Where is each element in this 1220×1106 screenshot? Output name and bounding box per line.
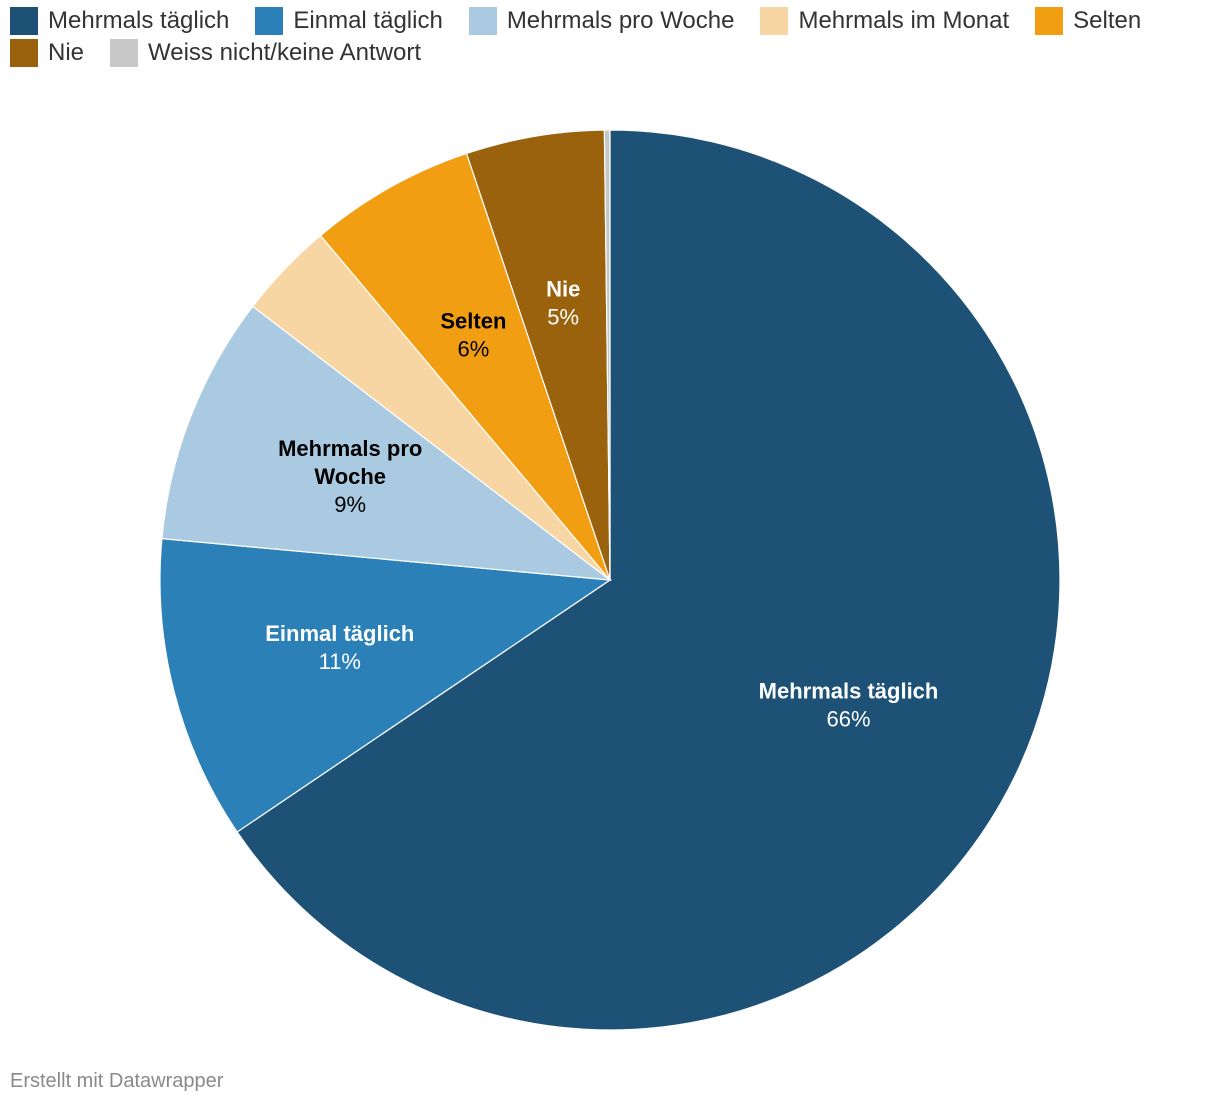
legend-item: Mehrmals pro Woche bbox=[468, 7, 735, 35]
pie-slice bbox=[236, 129, 1061, 1031]
legend-item: Einmal täglich bbox=[255, 7, 443, 35]
legend-label: Mehrmals täglich bbox=[48, 7, 230, 34]
legend-label: Nie bbox=[48, 39, 85, 66]
slice-label-name: Einmal täglich bbox=[265, 621, 414, 646]
pie-slice bbox=[319, 152, 611, 581]
slice-label-value: 66% bbox=[826, 706, 870, 731]
slice-label-value: 11% bbox=[319, 649, 361, 674]
pie-chart: Mehrmals täglich 66% Einmal täglich 11% Mehr… bbox=[159, 129, 1061, 1031]
legend-swatch bbox=[255, 7, 284, 35]
slice-label-value: 5% bbox=[547, 305, 579, 330]
legend-label: Mehrmals pro Woche bbox=[506, 7, 735, 34]
legend-swatch bbox=[10, 7, 38, 35]
legend-swatch bbox=[10, 39, 38, 67]
slice-label-name: Nie bbox=[546, 277, 580, 302]
legend-item: Nie bbox=[10, 39, 85, 67]
pie-slice bbox=[603, 129, 611, 581]
slice-label-name: Mehrmals pro bbox=[278, 436, 422, 461]
chart-legend: Mehrmals täglich Einmal täglich Mehrmals p… bbox=[10, 7, 1210, 67]
legend-swatch bbox=[110, 39, 139, 67]
slice-label-name: Mehrmals täglich bbox=[759, 678, 939, 703]
slice-label-name: Selten bbox=[440, 309, 506, 334]
pie-slices bbox=[159, 129, 1061, 1031]
legend-label: Mehrmals im Monat bbox=[798, 7, 1010, 34]
pie-slice bbox=[159, 537, 612, 833]
slice-label-value: 6% bbox=[458, 337, 490, 362]
legend-label: Weiss nicht/keine Antwort bbox=[148, 39, 422, 66]
legend-item: Mehrmals im Monat bbox=[760, 7, 1010, 35]
slice-label-name: Woche bbox=[314, 464, 386, 489]
legend-item: Weiss nicht/keine Antwort bbox=[110, 39, 422, 67]
legend-label: Selten bbox=[1073, 7, 1142, 34]
pie-labels: Mehrmals täglich 66% Einmal täglich 11% Mehr… bbox=[265, 277, 938, 732]
legend-item: Mehrmals täglich bbox=[10, 7, 230, 35]
slice-label-value: 9% bbox=[334, 492, 366, 517]
legend-swatch bbox=[760, 7, 789, 35]
pie-slice bbox=[161, 305, 613, 581]
legend-label: Einmal täglich bbox=[293, 7, 443, 34]
legend-item: Selten bbox=[1035, 7, 1142, 35]
legend-swatch bbox=[468, 7, 497, 35]
legend-swatch bbox=[1035, 7, 1064, 35]
datawrapper-credit[interactable]: Erstellt mit Datawrapper bbox=[10, 1070, 224, 1092]
